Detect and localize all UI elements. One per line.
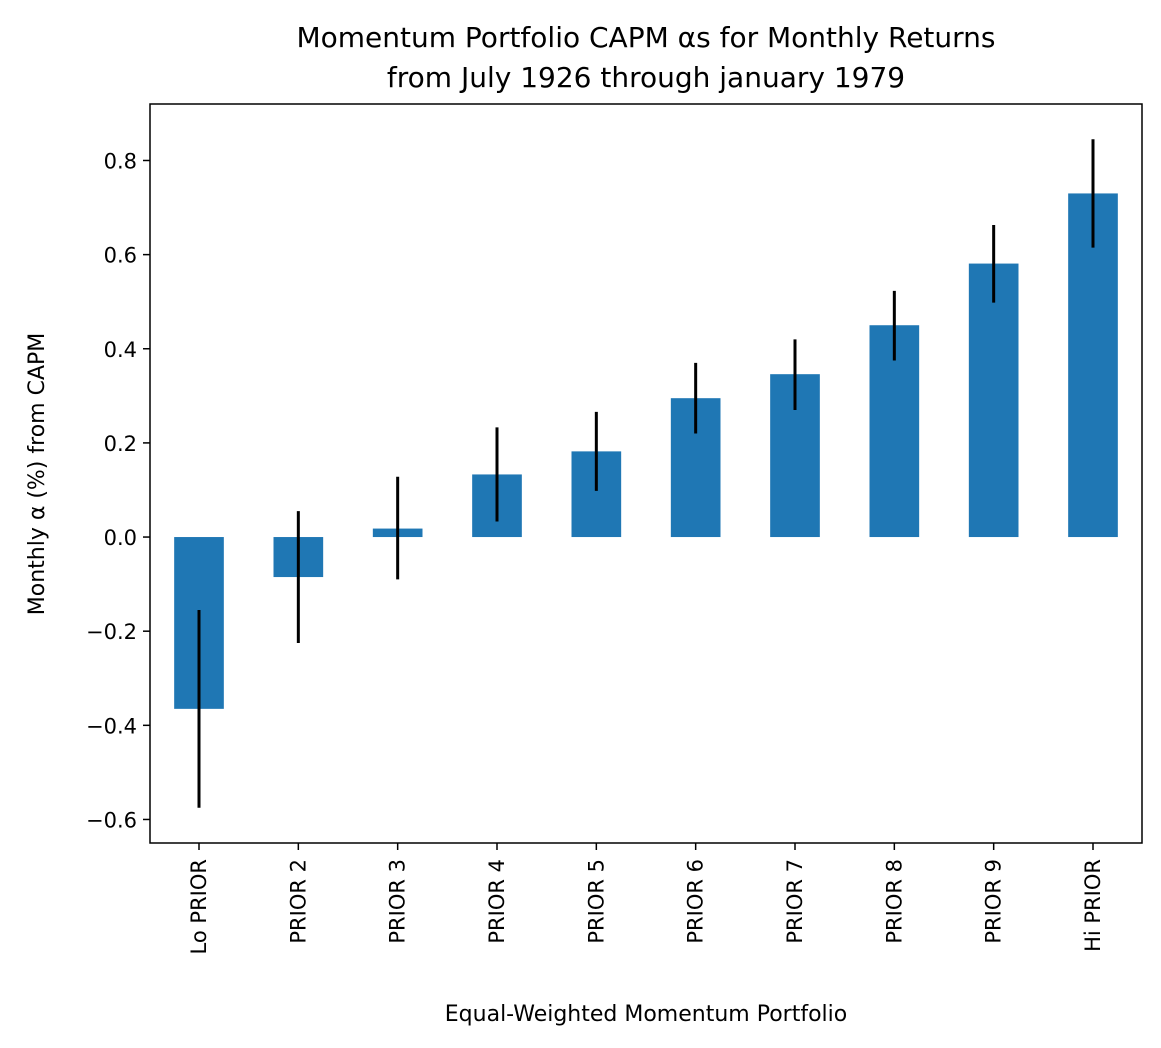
x-tick-label: PRIOR 5 — [584, 859, 608, 944]
plot-area-frame — [149, 103, 1143, 844]
x-tick-label: PRIOR 9 — [982, 859, 1006, 944]
y-tick-label: −0.6 — [86, 808, 137, 832]
y-axis-label: Monthly α (%) from CAPM — [25, 333, 50, 616]
x-tick-label: Lo PRIOR — [187, 859, 211, 954]
y-tick-label: 0.8 — [104, 149, 137, 173]
x-tick-label: PRIOR 6 — [684, 859, 708, 944]
y-tick-label: 0.0 — [104, 526, 137, 550]
x-axis-ticks: Lo PRIOR PRIOR 2 PRIOR 3 PRIOR 4 PRIOR 5 PRIO… — [187, 843, 1105, 954]
y-tick-label: −0.4 — [86, 714, 137, 738]
y-tick-label: 0.2 — [104, 432, 137, 456]
chart-subtitle: from July 1926 through january 1979 — [387, 61, 905, 94]
x-tick-label: PRIOR 7 — [783, 859, 807, 944]
error-bars-layer — [197, 139, 1095, 808]
bars-layer — [174, 193, 1118, 709]
bar-9 — [1068, 193, 1118, 538]
x-tick-label: Hi PRIOR — [1081, 859, 1105, 952]
x-tick-label: PRIOR 4 — [485, 859, 509, 944]
y-axis-ticks: −0.6 −0.4 −0.2 0.0 0.2 0.4 0.6 0.8 — [86, 149, 150, 832]
chart-title: Momentum Portfolio CAPM αs for Monthly R… — [296, 21, 995, 54]
x-tick-label: PRIOR 3 — [386, 859, 410, 944]
bar-8 — [968, 263, 1019, 538]
y-tick-label: 0.6 — [104, 244, 137, 268]
x-tick-label: PRIOR 2 — [286, 859, 310, 944]
x-axis-label: Equal-Weighted Momentum Portfolio — [445, 1002, 847, 1027]
y-tick-label: −0.2 — [86, 620, 137, 644]
y-tick-label: 0.4 — [104, 338, 137, 362]
x-tick-label: PRIOR 8 — [882, 859, 906, 944]
